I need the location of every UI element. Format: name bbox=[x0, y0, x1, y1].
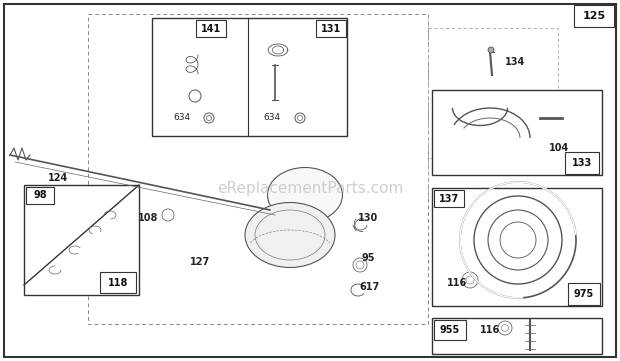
Text: 104: 104 bbox=[549, 143, 569, 153]
Bar bbox=[26, 187, 54, 204]
Text: 975: 975 bbox=[574, 289, 594, 299]
Text: 141: 141 bbox=[201, 23, 221, 34]
Bar bbox=[24, 185, 139, 295]
Text: 617: 617 bbox=[360, 282, 380, 292]
Text: 955: 955 bbox=[440, 325, 460, 335]
Text: 634: 634 bbox=[263, 113, 280, 122]
Text: eReplacementParts.com: eReplacementParts.com bbox=[217, 180, 403, 196]
Text: 116: 116 bbox=[447, 278, 467, 288]
Bar bbox=[428, 28, 558, 158]
Bar bbox=[574, 5, 614, 27]
Bar bbox=[432, 188, 602, 306]
Text: 131: 131 bbox=[321, 23, 341, 34]
Text: 95: 95 bbox=[361, 253, 374, 263]
Bar bbox=[434, 190, 464, 207]
Bar bbox=[152, 18, 347, 136]
Text: 634: 634 bbox=[173, 113, 190, 122]
Text: 130: 130 bbox=[358, 213, 378, 223]
Text: 98: 98 bbox=[33, 191, 47, 200]
Text: 124: 124 bbox=[48, 173, 68, 183]
Bar bbox=[434, 320, 466, 340]
Text: 133: 133 bbox=[572, 158, 592, 168]
Bar bbox=[568, 283, 600, 305]
Bar bbox=[100, 272, 136, 293]
Circle shape bbox=[488, 47, 494, 53]
Ellipse shape bbox=[245, 203, 335, 268]
Bar bbox=[196, 20, 226, 37]
Bar bbox=[88, 14, 428, 324]
Text: 137: 137 bbox=[439, 193, 459, 204]
Bar bbox=[432, 318, 602, 354]
Text: 134: 134 bbox=[505, 57, 525, 67]
Text: 127: 127 bbox=[190, 257, 210, 267]
Text: 108: 108 bbox=[138, 213, 158, 223]
Bar bbox=[316, 20, 346, 37]
Text: 125: 125 bbox=[582, 11, 606, 21]
Text: 116: 116 bbox=[480, 325, 500, 335]
Bar bbox=[432, 90, 602, 175]
Ellipse shape bbox=[267, 168, 342, 222]
Text: 118: 118 bbox=[108, 278, 128, 287]
Bar bbox=[565, 152, 599, 174]
